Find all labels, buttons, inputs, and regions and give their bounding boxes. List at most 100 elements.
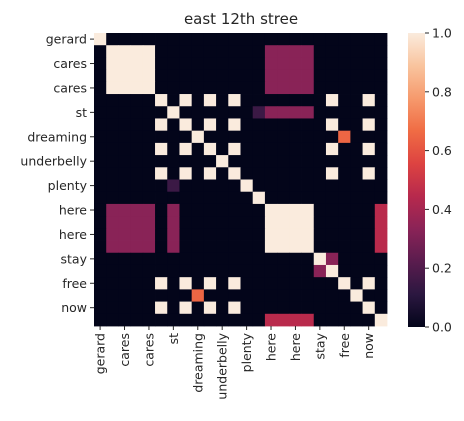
- heatmap-cell: [301, 240, 315, 254]
- y-tick-label: here: [59, 203, 87, 218]
- heatmap-cell: [203, 155, 217, 168]
- heatmap-cell: [362, 106, 376, 119]
- heatmap-cell: [301, 277, 315, 290]
- heatmap-cell: [118, 301, 132, 315]
- heatmap-cell: [252, 81, 266, 95]
- heatmap-cell: [179, 142, 193, 156]
- heatmap-cell: [228, 45, 241, 58]
- heatmap-cell: [130, 240, 144, 254]
- heatmap-cell: [301, 264, 315, 278]
- heatmap-cell: [106, 191, 119, 205]
- heatmap-cell: [142, 313, 156, 327]
- y-tick-label: dreaming: [27, 129, 87, 144]
- heatmap-cell: [106, 57, 119, 71]
- heatmap-cell: [106, 45, 119, 58]
- heatmap-cell: [155, 252, 168, 266]
- heatmap-cell: [313, 142, 327, 156]
- heatmap-cell: [313, 118, 327, 132]
- heatmap-cell: [106, 106, 119, 119]
- heatmap-cell: [252, 118, 266, 132]
- heatmap-cell: [191, 240, 205, 254]
- heatmap-cell: [179, 313, 193, 327]
- heatmap-cell: [362, 179, 376, 193]
- heatmap-cell: [338, 33, 351, 46]
- heatmap-cell: [106, 240, 119, 254]
- heatmap-cell: [118, 313, 132, 327]
- heatmap-cell: [155, 45, 168, 58]
- heatmap-cell: [167, 264, 180, 278]
- heatmap-cell: [179, 240, 193, 254]
- heatmap-cell: [142, 228, 156, 241]
- heatmap-cell: [155, 33, 168, 46]
- heatmap-cell: [277, 191, 290, 205]
- heatmap-cell: [228, 240, 241, 254]
- heatmap-cell: [240, 130, 254, 144]
- heatmap-cell: [179, 118, 193, 132]
- heatmap-cell: [118, 130, 132, 144]
- heatmap-cell: [350, 179, 363, 193]
- y-tick-label: underbelly: [20, 154, 87, 169]
- heatmap-cell: [228, 142, 241, 156]
- heatmap-cell: [216, 203, 229, 217]
- heatmap-cell: [155, 94, 168, 107]
- heatmap-cell: [252, 33, 266, 46]
- heatmap-cell: [94, 155, 107, 168]
- heatmap-cell: [301, 94, 315, 107]
- y-tick-label: gerard: [46, 32, 87, 47]
- heatmap-cell: [179, 106, 193, 119]
- heatmap-cell: [362, 155, 376, 168]
- heatmap-cell: [167, 69, 180, 83]
- heatmap-cell: [228, 179, 241, 193]
- heatmap-cell: [106, 277, 119, 290]
- heatmap-cell: [325, 228, 339, 241]
- heatmap-cell: [277, 289, 290, 302]
- heatmap-cell: [191, 179, 205, 193]
- heatmap-cell: [374, 130, 388, 144]
- heatmap-cell: [216, 94, 229, 107]
- heatmap-cell: [216, 216, 229, 229]
- heatmap-cell: [228, 216, 241, 229]
- y-tick-label: stay: [61, 251, 88, 266]
- heatmap-cell: [252, 142, 266, 156]
- heatmap-cell: [240, 289, 254, 302]
- heatmap-cell: [228, 118, 241, 132]
- heatmap-cell: [216, 289, 229, 302]
- x-tick-label: now: [361, 333, 376, 359]
- heatmap-cell: [155, 69, 168, 83]
- heatmap-cell: [155, 313, 168, 327]
- heatmap-cell: [252, 167, 266, 180]
- heatmap-cell: [216, 240, 229, 254]
- heatmap-cell: [374, 301, 388, 315]
- heatmap-cell: [203, 81, 217, 95]
- heatmap-cell: [179, 33, 193, 46]
- heatmap-cell: [94, 277, 107, 290]
- heatmap-cell: [325, 45, 339, 58]
- heatmap-cell: [350, 264, 363, 278]
- colorbar-tick-label: 0.6: [432, 143, 452, 158]
- x-tick-label: plenty: [239, 332, 254, 372]
- heatmap-cell: [142, 289, 156, 302]
- heatmap-cell: [240, 179, 254, 193]
- heatmap-cell: [179, 45, 193, 58]
- heatmap-cell: [179, 57, 193, 71]
- heatmap-cell: [228, 94, 241, 107]
- heatmap-cell: [350, 313, 363, 327]
- heatmap-cell: [94, 191, 107, 205]
- heatmap-cell: [203, 313, 217, 327]
- heatmap-cell: [179, 179, 193, 193]
- heatmap-cell: [240, 45, 254, 58]
- heatmap-cell: [118, 191, 132, 205]
- heatmap-cell: [374, 106, 388, 119]
- heatmap-cell: [191, 118, 205, 132]
- heatmap-cell: [106, 130, 119, 144]
- heatmap-cell: [155, 81, 168, 95]
- heatmap-cell: [118, 69, 132, 83]
- heatmap-cell: [228, 57, 241, 71]
- heatmap-cell: [130, 33, 144, 46]
- heatmap-cell: [264, 264, 278, 278]
- heatmap-cell: [301, 167, 315, 180]
- heatmap-cell: [203, 142, 217, 156]
- heatmap-cell: [362, 94, 376, 107]
- heatmap-cell: [94, 45, 107, 58]
- heatmap-cell: [118, 179, 132, 193]
